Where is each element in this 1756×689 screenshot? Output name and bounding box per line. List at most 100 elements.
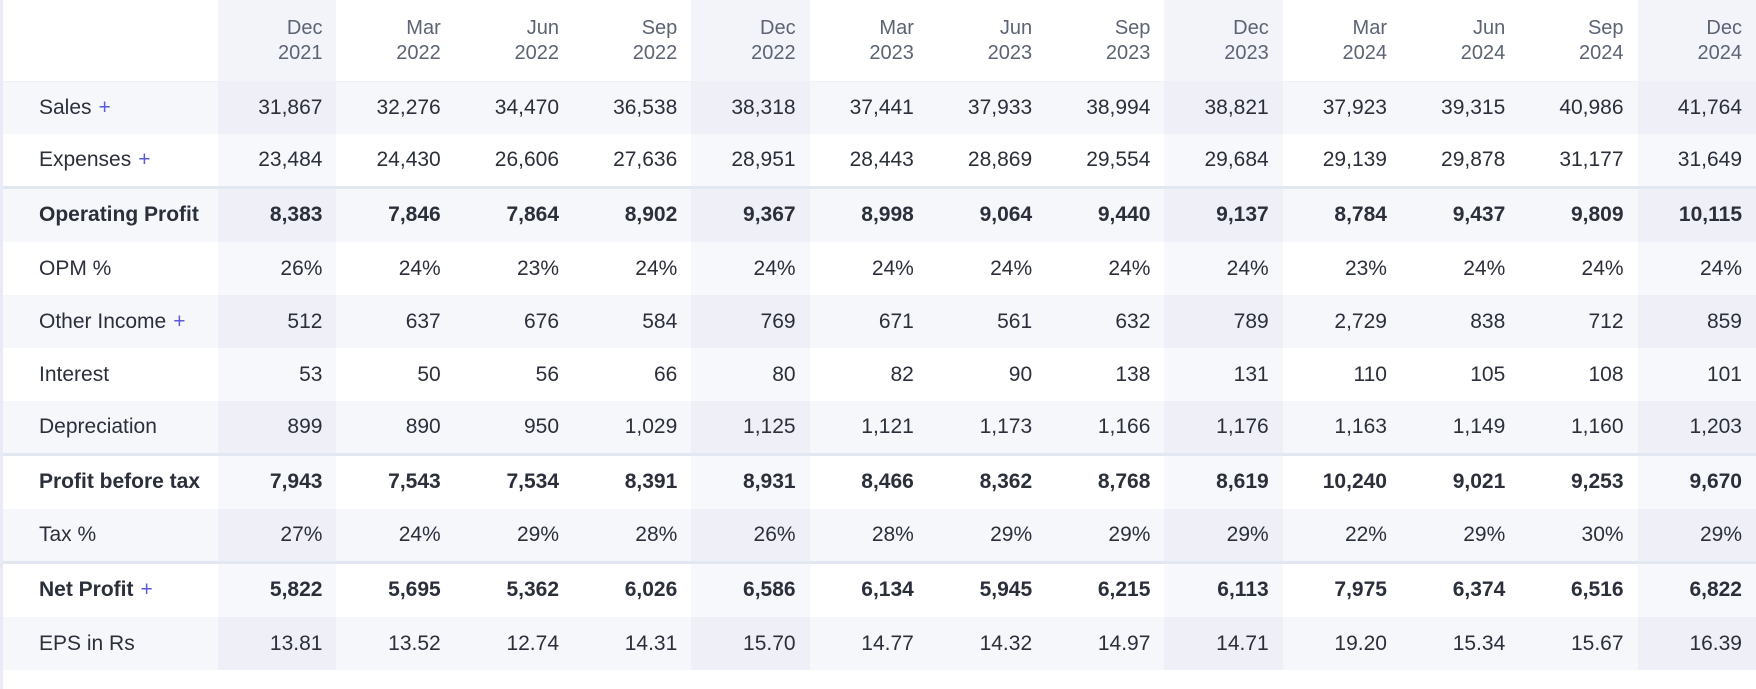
- table-cell: 9,021: [1400, 452, 1520, 509]
- row-label: Profit before tax: [39, 470, 201, 494]
- table-row: Interest 53 50 56 66 80 82 90 138 131 110 105 108 101: [3, 348, 1756, 401]
- table-row: Depreciation 899 890 950 1,029 1,125 1,121 1,17…: [3, 401, 1756, 454]
- row-label-cell: OPM %: [3, 242, 218, 295]
- table-cell: 6,215: [1046, 560, 1165, 617]
- column-header-month: Dec: [286, 17, 323, 39]
- table-cell: 859: [1637, 295, 1756, 348]
- table-cell: 41,764: [1637, 81, 1756, 134]
- table-cell: 24%: [398, 256, 441, 280]
- table-cell: 890: [336, 401, 455, 454]
- table-cell: 14.71: [1164, 617, 1283, 670]
- table-row: Tax % 27% 24% 29% 28% 26% 28% 29% 29% 29% 22% 29% 30…: [3, 509, 1756, 562]
- column-header-year: 2024: [1342, 42, 1387, 64]
- table-cell: 22%: [1282, 509, 1401, 562]
- table-cell: 80: [691, 348, 810, 401]
- row-label: Operating Profit: [39, 203, 199, 227]
- table-cell: 29%: [1400, 509, 1520, 562]
- table-cell: 2,729: [1282, 295, 1401, 348]
- table-cell: 1,203: [1637, 401, 1756, 454]
- column-header-year: 2022: [632, 42, 678, 64]
- table-cell: 131: [1164, 348, 1283, 401]
- table-cell: 6,113: [1164, 560, 1283, 617]
- table-cell: 676: [454, 295, 574, 348]
- table-cell: 29,878: [1441, 147, 1506, 171]
- table-row: Net Profit +5,822 5,695 5,362 6,026 6,586 6,13…: [3, 560, 1756, 617]
- table-cell: 138: [1115, 362, 1151, 386]
- column-header-year: 2021: [277, 42, 323, 64]
- expand-plus-button[interactable]: +: [98, 95, 111, 119]
- column-header: Mar 2022: [336, 0, 455, 82]
- table-cell: 37,933: [927, 81, 1047, 134]
- table-cell: 5,362: [454, 560, 574, 617]
- table-cell: 29,554: [1086, 147, 1151, 171]
- expand-plus-button[interactable]: +: [173, 309, 186, 333]
- table-cell: 7,534: [454, 452, 574, 509]
- table-row: Expenses +23,484 24,430 26,606 27,636 28,951 2…: [3, 134, 1756, 187]
- table-cell: 6,134: [809, 560, 928, 617]
- table-cell: 24%: [1581, 256, 1624, 280]
- table-cell: 899: [218, 401, 337, 454]
- table-cell: 30%: [1519, 509, 1638, 562]
- table-cell: 15.67: [1519, 617, 1638, 670]
- row-label-cell[interactable]: Other Income +: [3, 295, 219, 348]
- table-cell: 9,137: [1164, 185, 1283, 242]
- table-cell: 14.97: [1046, 617, 1165, 670]
- column-header-month: Mar: [879, 17, 914, 39]
- table-cell: 19.20: [1282, 617, 1401, 670]
- table-cell: 29%: [1637, 509, 1756, 562]
- column-header-month: Sep: [1114, 17, 1151, 39]
- table-cell: 6,822: [1637, 560, 1756, 617]
- table-cell: 28,951: [691, 134, 810, 187]
- expand-plus-button[interactable]: +: [138, 147, 151, 171]
- table-cell: 29%: [1046, 509, 1165, 562]
- column-header: Jun 2024: [1400, 0, 1520, 82]
- table-cell: 1,163: [1282, 401, 1401, 454]
- column-header-year: 2024: [1697, 42, 1743, 64]
- table-cell: 15.34: [1400, 617, 1520, 670]
- table-cell: 7,975: [1282, 560, 1401, 617]
- row-label-cell[interactable]: Net Profit +: [3, 560, 219, 617]
- table-cell: 31,649: [1637, 134, 1756, 187]
- table-cell: 23,484: [218, 134, 337, 187]
- table-cell: 105: [1470, 362, 1506, 386]
- table-cell: 1,125: [691, 401, 810, 454]
- table-cell: 24%: [1164, 242, 1283, 295]
- table-cell: 8,466: [809, 452, 928, 509]
- expand-plus-button[interactable]: +: [140, 578, 153, 602]
- table-cell: 101: [1637, 348, 1756, 401]
- table-cell: 38,994: [1046, 81, 1165, 134]
- column-header-month: Dec: [760, 17, 796, 39]
- table-row: EPS in Rs 13.81 13.52 12.74 14.31 15.70 14.77 1…: [3, 617, 1756, 670]
- table-cell: 6,586: [691, 560, 810, 617]
- table-cell: 14.32: [927, 617, 1047, 670]
- column-header-month: Sep: [641, 17, 678, 39]
- table-cell: 10,115: [1637, 185, 1756, 242]
- table-row: Operating Profit 8,383 7,846 7,864 8,902 9,36…: [3, 185, 1756, 242]
- row-label-cell[interactable]: Sales +: [3, 81, 219, 134]
- table-cell: 110: [1353, 362, 1387, 386]
- column-header-month: Jun: [526, 17, 560, 39]
- table-cell: 38,821: [1164, 81, 1283, 134]
- row-label-cell: Operating Profit: [3, 185, 219, 242]
- table-cell: 26,606: [494, 147, 560, 171]
- table-cell: 13.81: [218, 617, 337, 670]
- table-cell: 712: [1519, 295, 1638, 348]
- table-cell: 8,768: [1046, 452, 1165, 509]
- table-cell: 28%: [573, 509, 692, 562]
- column-header-month: Mar: [1352, 17, 1387, 39]
- table-cell: 50: [417, 362, 441, 386]
- row-label: Tax %: [39, 522, 97, 546]
- table-cell: 24%: [691, 242, 810, 295]
- table-cell: 31,867: [218, 81, 337, 134]
- table-header: Dec 2021 Mar 2022 Jun 2022 Sep 2022 Dec 2022 Mar 20…: [3, 0, 1756, 82]
- table-cell: 950: [454, 401, 574, 454]
- row-label: Sales: [39, 95, 92, 119]
- table-cell: 24%: [1637, 242, 1756, 295]
- table-row: Profit before tax 7,943 7,543 7,534 8,391 8,9…: [3, 452, 1756, 509]
- table-cell: 671: [809, 295, 928, 348]
- row-label-cell[interactable]: Expenses +: [3, 134, 218, 187]
- table-cell: 8,998: [809, 185, 928, 242]
- table-cell: 769: [691, 295, 810, 348]
- table-cell: 34,470: [454, 81, 574, 134]
